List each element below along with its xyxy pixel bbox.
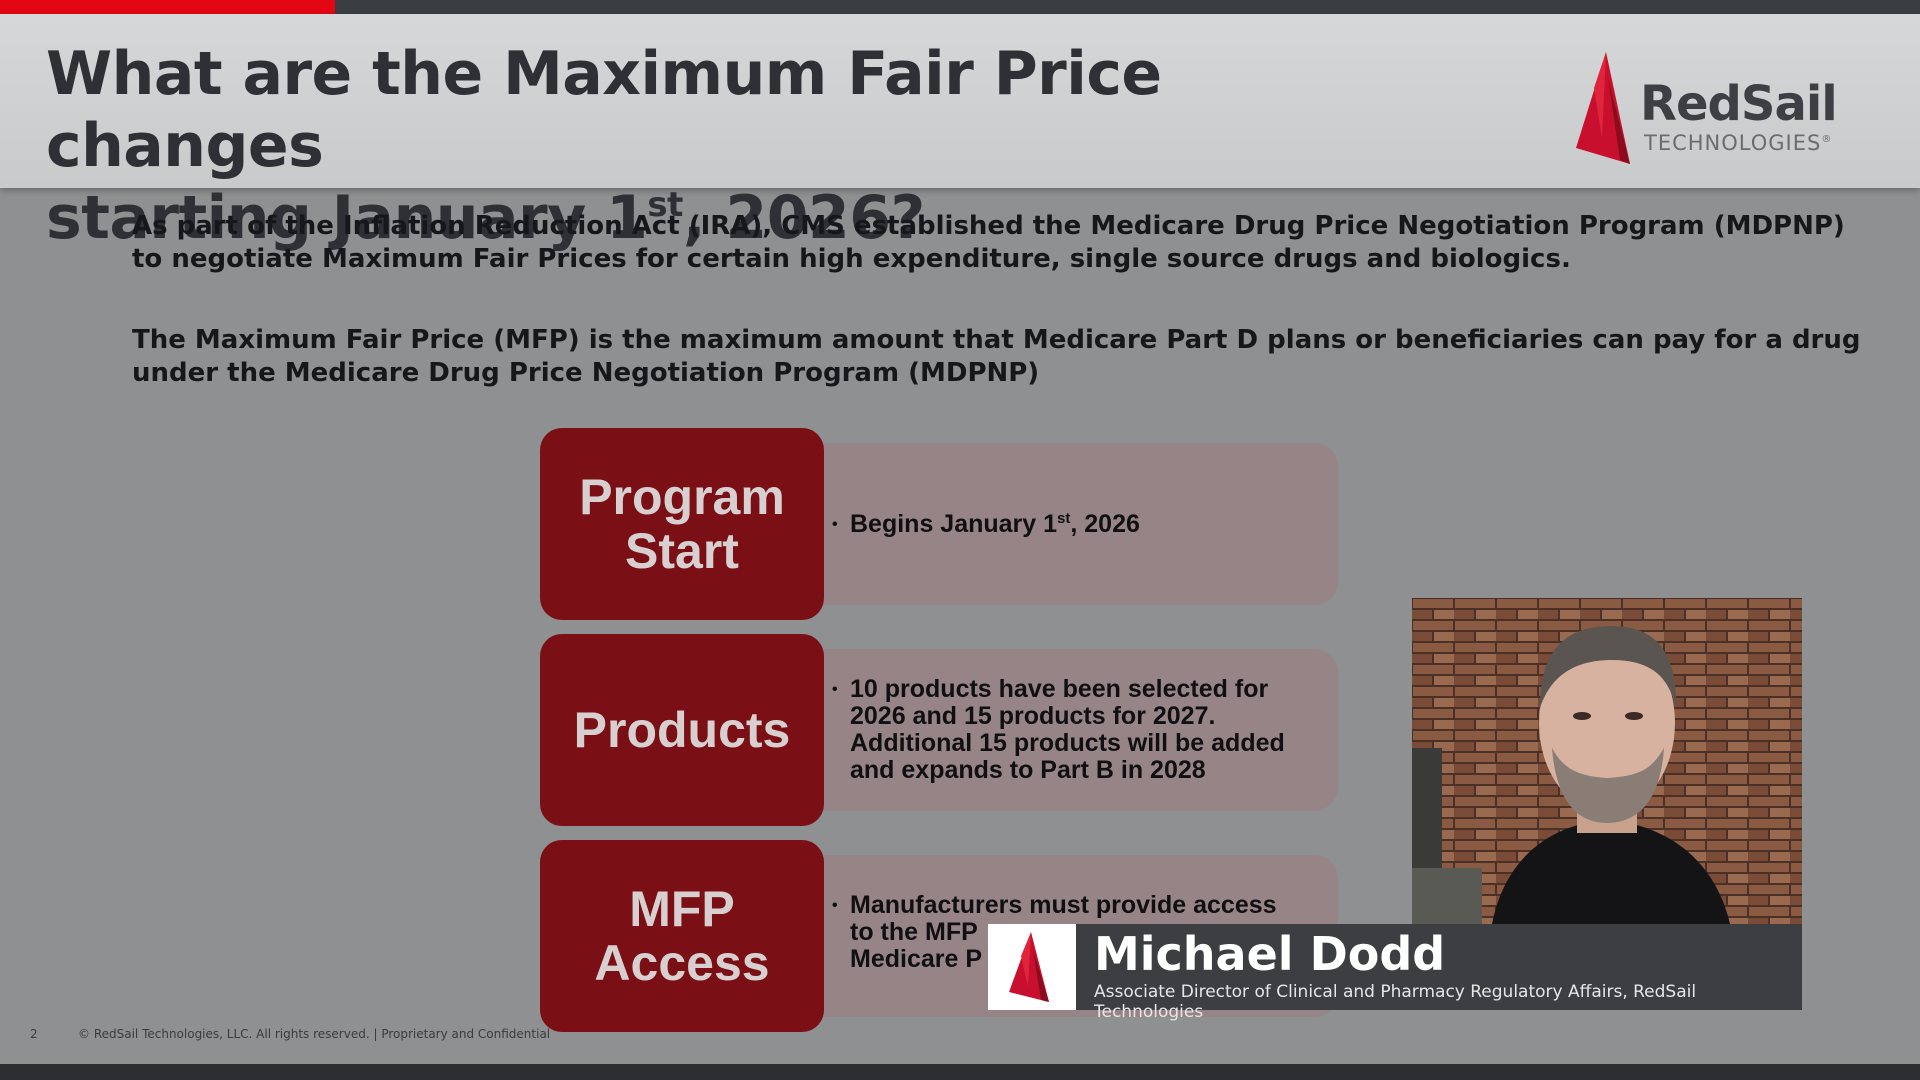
title-line-2: starting January 1st, 2026? xyxy=(46,183,925,253)
bullet-icon: • xyxy=(832,515,838,533)
products-bullet: • 10 products have been selected for 202… xyxy=(832,675,1285,784)
products-label: Products xyxy=(540,634,824,826)
slide-title: What are the Maximum Fair Price changes … xyxy=(46,38,1406,254)
presenter-role: Associate Director of Clinical and Pharm… xyxy=(1094,982,1697,1022)
page-number: 2 xyxy=(30,1027,38,1041)
slide-header: What are the Maximum Fair Price changes … xyxy=(0,14,1920,253)
slide-footer: 2 © RedSail Technologies, LLC. All right… xyxy=(0,1024,700,1044)
nameplate-logo xyxy=(988,924,1076,1010)
program-start-detail: • Begins January 1st, 2026 xyxy=(822,443,1338,605)
top-accent-bar xyxy=(0,0,1920,14)
presenter-webcam-video xyxy=(1412,598,1802,924)
mfp-access-bullet: • Manufacturers must provide access to t… xyxy=(832,891,1277,973)
logo-sub-text: TECHNOLOGIES® xyxy=(1644,131,1833,155)
sail-logo-icon xyxy=(1009,932,1049,1002)
sail-logo-icon xyxy=(1576,52,1630,164)
mfp-access-label: MFP Access xyxy=(540,840,824,1032)
bottom-bar xyxy=(0,1064,1920,1080)
redsail-logo: RedSail TECHNOLOGIES® xyxy=(1572,48,1852,174)
presenter-name: Michael Dodd xyxy=(1094,927,1446,981)
logo-brand-text: RedSail xyxy=(1640,76,1838,132)
copyright-notice: © RedSail Technologies, LLC. All rights … xyxy=(78,1027,551,1041)
intro-paragraph: As part of the Inflation Reduction Act (… xyxy=(132,211,1845,274)
definition-paragraph: The Maximum Fair Price (MFP) is the maxi… xyxy=(132,325,1861,388)
program-start-bullet: • Begins January 1st, 2026 xyxy=(832,509,1140,538)
title-line-1: What are the Maximum Fair Price changes xyxy=(46,39,1162,181)
bullet-icon: • xyxy=(832,681,838,698)
top-accent-red xyxy=(0,0,335,14)
bullet-icon: • xyxy=(832,897,838,914)
program-start-label: Program Start xyxy=(540,428,824,620)
products-detail: • 10 products have been selected for 202… xyxy=(822,649,1338,811)
presenter-image xyxy=(1412,598,1802,924)
presenter-nameplate: Michael Dodd Associate Director of Clini… xyxy=(988,924,1802,1022)
